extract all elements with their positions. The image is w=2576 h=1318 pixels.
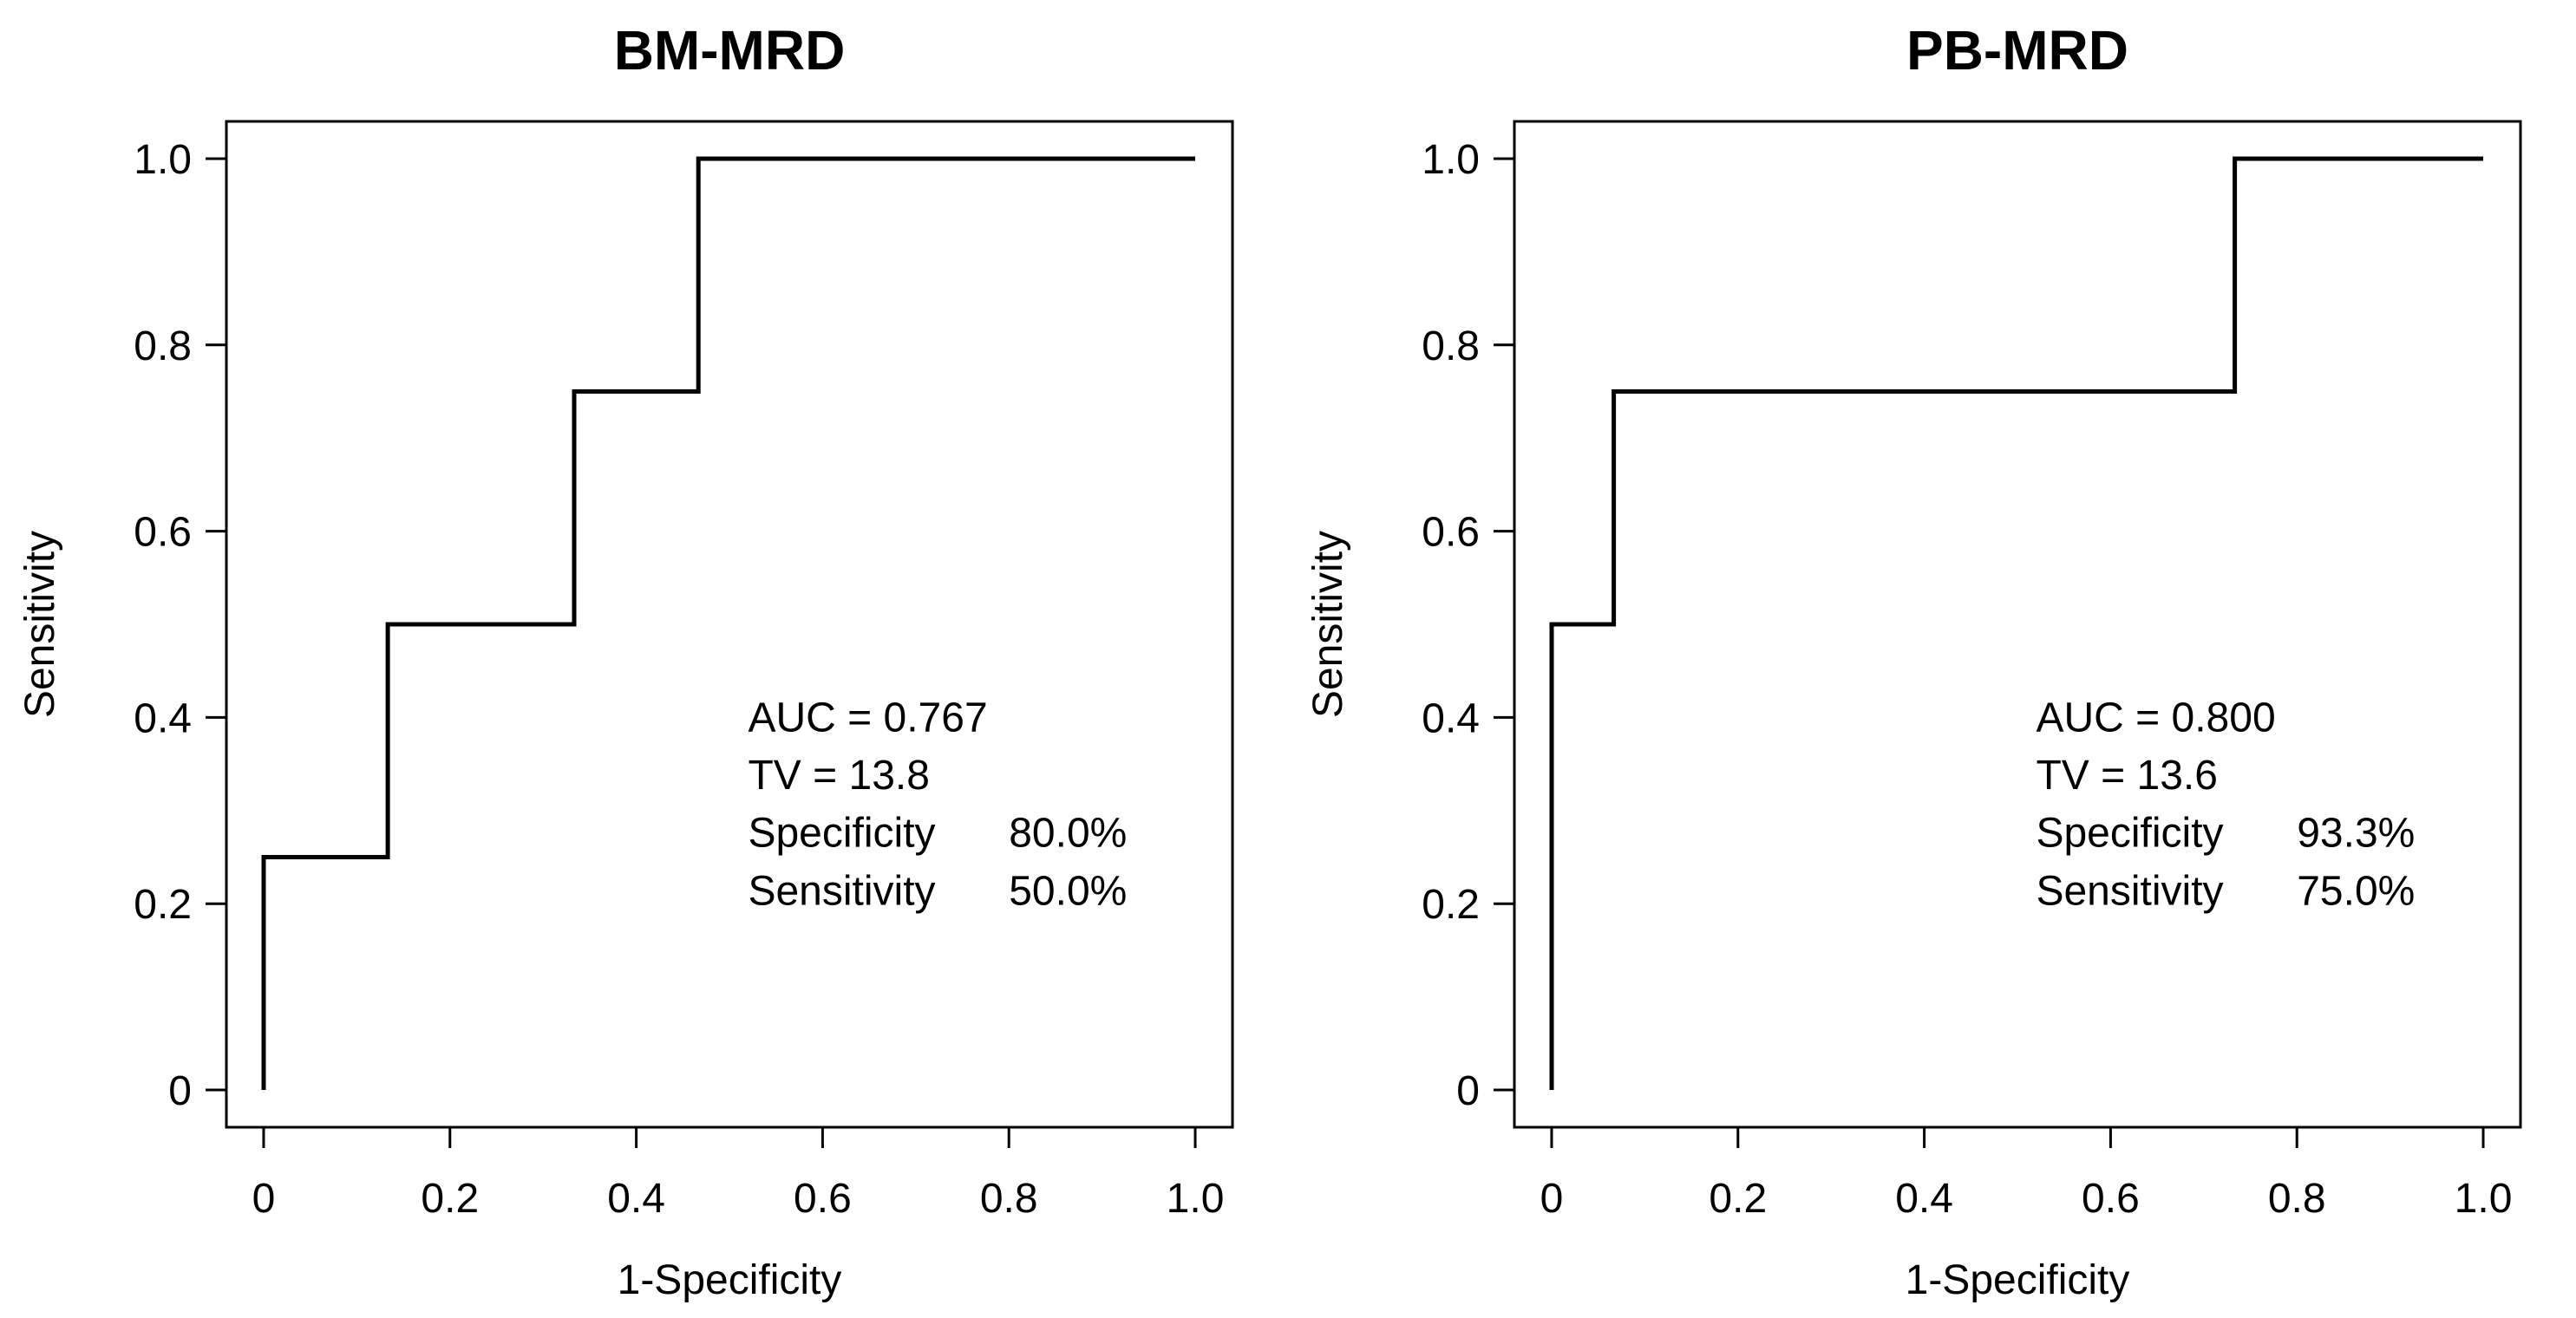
y-axis-tick-label: 0.2 [1422, 882, 1480, 928]
y-axis-tick-label: 0.4 [1422, 695, 1480, 741]
y-axis-label: Sensitivity [1305, 531, 1351, 718]
x-axis-tick-label: 0.8 [2268, 1176, 2326, 1222]
annotation-label: Sensitivity [2036, 868, 2223, 914]
roc-plot-pb-mrd: PB-MRD 0 0.2 0.4 0.6 0.8 1.0 0 0.2 0.4 0.6 0.8 1.0 1-… [1305, 19, 2522, 1303]
y-axis-tick-label: 0.2 [134, 882, 192, 928]
plot-title: BM-MRD [614, 19, 846, 82]
x-axis-tick-label: 0.6 [2082, 1176, 2140, 1222]
y-axis-tick-label: 0.4 [134, 695, 192, 741]
x-axis-label: 1-Specificity [1906, 1257, 2130, 1303]
annotation-label: Specificity [748, 811, 935, 857]
annotation-label: TV = 13.8 [748, 753, 929, 799]
x-axis-tick-label: 0.2 [421, 1176, 479, 1222]
x-axis-tick-label: 0.6 [794, 1176, 852, 1222]
x-axis-tick-label: 0 [252, 1176, 276, 1222]
x-axis-tick-label: 0.4 [607, 1176, 665, 1222]
y-axis-tick-label: 0 [168, 1068, 192, 1114]
annotation-label: TV = 13.6 [2036, 753, 2217, 799]
y-axis-tick-label: 1.0 [134, 137, 192, 183]
plot-title: PB-MRD [1906, 19, 2128, 82]
plot-box [1513, 120, 2522, 1129]
annotation-label: AUC = 0.800 [2036, 695, 2275, 741]
x-axis-tick-label: 0.2 [1709, 1176, 1767, 1222]
y-axis-tick-label: 0.8 [1422, 323, 1480, 369]
annotation-value: 93.3% [2297, 811, 2415, 857]
y-axis-tick-label: 1.0 [1422, 137, 1480, 183]
x-axis-tick-label: 0.4 [1895, 1176, 1953, 1222]
annotation-value: 50.0% [1009, 868, 1127, 914]
x-axis-tick-label: 1.0 [1167, 1176, 1225, 1222]
x-axis-tick-label: 1.0 [2455, 1176, 2513, 1222]
annotation-value: 80.0% [1009, 811, 1127, 857]
roc-plot-bm-mrd: BM-MRD 0 0.2 0.4 0.6 0.8 1.0 0 0.2 0.4 0.6 0.8 1.0 1-… [17, 19, 1234, 1303]
annotation-label: AUC = 0.767 [748, 695, 987, 741]
y-axis-label: Sensitivity [17, 531, 63, 718]
y-axis-tick-label: 0 [1456, 1068, 1480, 1114]
x-axis-tick-label: 0.8 [980, 1176, 1038, 1222]
roc-panel-bm-mrd: BM-MRD 0 0.2 0.4 0.6 0.8 1.0 0 0.2 0.4 0.6 0.8 1.0 1-… [17, 19, 1234, 1303]
y-axis-tick-label: 0.8 [134, 323, 192, 369]
roc-curve [261, 156, 1195, 1090]
annotation-value: 75.0% [2297, 868, 2415, 914]
x-axis-tick-label: 0 [1540, 1176, 1564, 1222]
y-axis-tick-label: 0.6 [1422, 510, 1480, 556]
annotation-label: Sensitivity [748, 868, 935, 914]
x-axis-label: 1-Specificity [618, 1257, 842, 1303]
plot-box [225, 120, 1234, 1129]
annotation-label: Specificity [2036, 811, 2223, 857]
roc-curve [1549, 156, 2483, 1090]
y-axis-tick-label: 0.6 [134, 510, 192, 556]
roc-panel-pb-mrd: PB-MRD 0 0.2 0.4 0.6 0.8 1.0 0 0.2 0.4 0.6 0.8 1.0 1-… [1288, 0, 2576, 1318]
